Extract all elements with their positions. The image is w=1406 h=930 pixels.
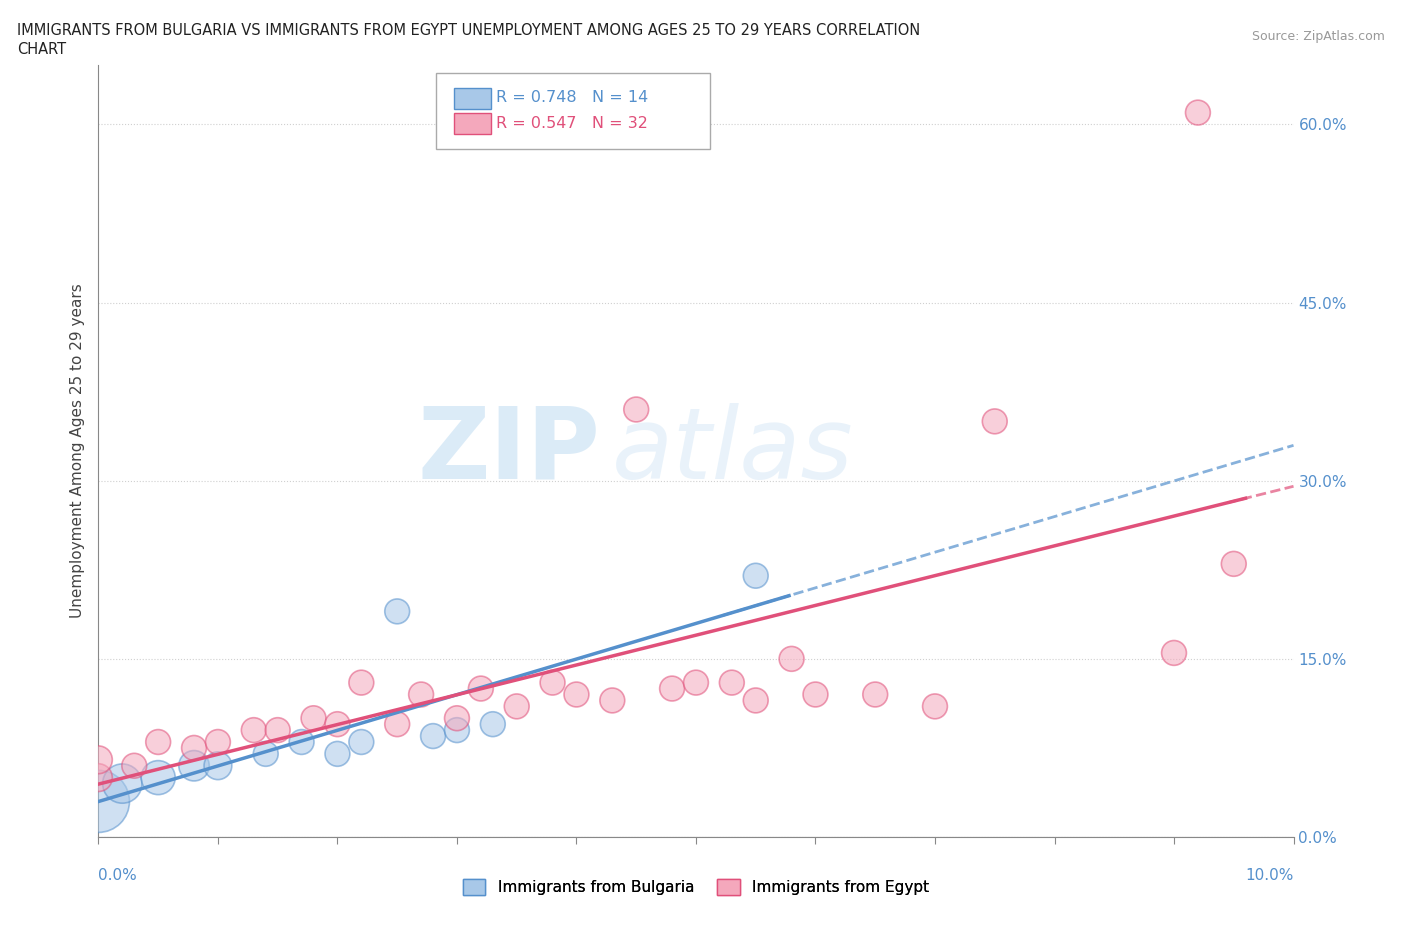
Point [111, 777, 134, 791]
Point [1187, 105, 1209, 120]
Point [350, 735, 373, 750]
Text: R = 0.748   N = 14: R = 0.748 N = 14 [496, 90, 648, 105]
Point [446, 711, 468, 725]
Point [148, 735, 170, 750]
Text: ZIP: ZIP [418, 403, 600, 499]
Legend: Immigrants from Bulgaria, Immigrants from Egypt: Immigrants from Bulgaria, Immigrants fro… [463, 879, 929, 895]
Point [506, 699, 529, 714]
Point [385, 604, 409, 618]
Point [254, 747, 277, 762]
Point [721, 675, 744, 690]
Text: CHART: CHART [17, 42, 66, 57]
Text: IMMIGRANTS FROM BULGARIA VS IMMIGRANTS FROM EGYPT UNEMPLOYMENT AMONG AGES 25 TO : IMMIGRANTS FROM BULGARIA VS IMMIGRANTS F… [17, 23, 920, 38]
Text: R = 0.547   N = 32: R = 0.547 N = 32 [496, 116, 648, 131]
Point [1223, 556, 1246, 571]
Point [148, 770, 170, 785]
Point [470, 681, 492, 696]
Point [183, 740, 205, 755]
Point [411, 687, 433, 702]
Point [745, 693, 768, 708]
Point [924, 699, 946, 714]
Point [385, 717, 409, 732]
Point [243, 723, 266, 737]
Point [87, 794, 110, 809]
Point [984, 414, 1007, 429]
Text: Source: ZipAtlas.com: Source: ZipAtlas.com [1251, 30, 1385, 43]
Point [780, 651, 803, 666]
Point [183, 758, 205, 773]
Point [446, 723, 468, 737]
Point [350, 675, 373, 690]
Point [207, 758, 229, 773]
Point [661, 681, 683, 696]
Point [124, 758, 146, 773]
Point [326, 747, 349, 762]
Point [745, 568, 768, 583]
Point [1163, 645, 1185, 660]
Point [602, 693, 624, 708]
Point [422, 728, 444, 743]
Point [207, 735, 229, 750]
Point [87, 752, 110, 767]
Point [541, 675, 564, 690]
Point [87, 770, 110, 785]
Point [291, 735, 314, 750]
Point [565, 687, 588, 702]
Point [804, 687, 827, 702]
Point [626, 402, 648, 417]
Y-axis label: Unemployment Among Ages 25 to 29 years: Unemployment Among Ages 25 to 29 years [69, 284, 84, 618]
Point [267, 723, 290, 737]
Text: 10.0%: 10.0% [1246, 868, 1294, 883]
Point [326, 717, 349, 732]
Text: 0.0%: 0.0% [98, 868, 138, 883]
Point [865, 687, 887, 702]
Point [482, 717, 505, 732]
Text: atlas: atlas [613, 403, 853, 499]
Point [302, 711, 325, 725]
Point [685, 675, 707, 690]
